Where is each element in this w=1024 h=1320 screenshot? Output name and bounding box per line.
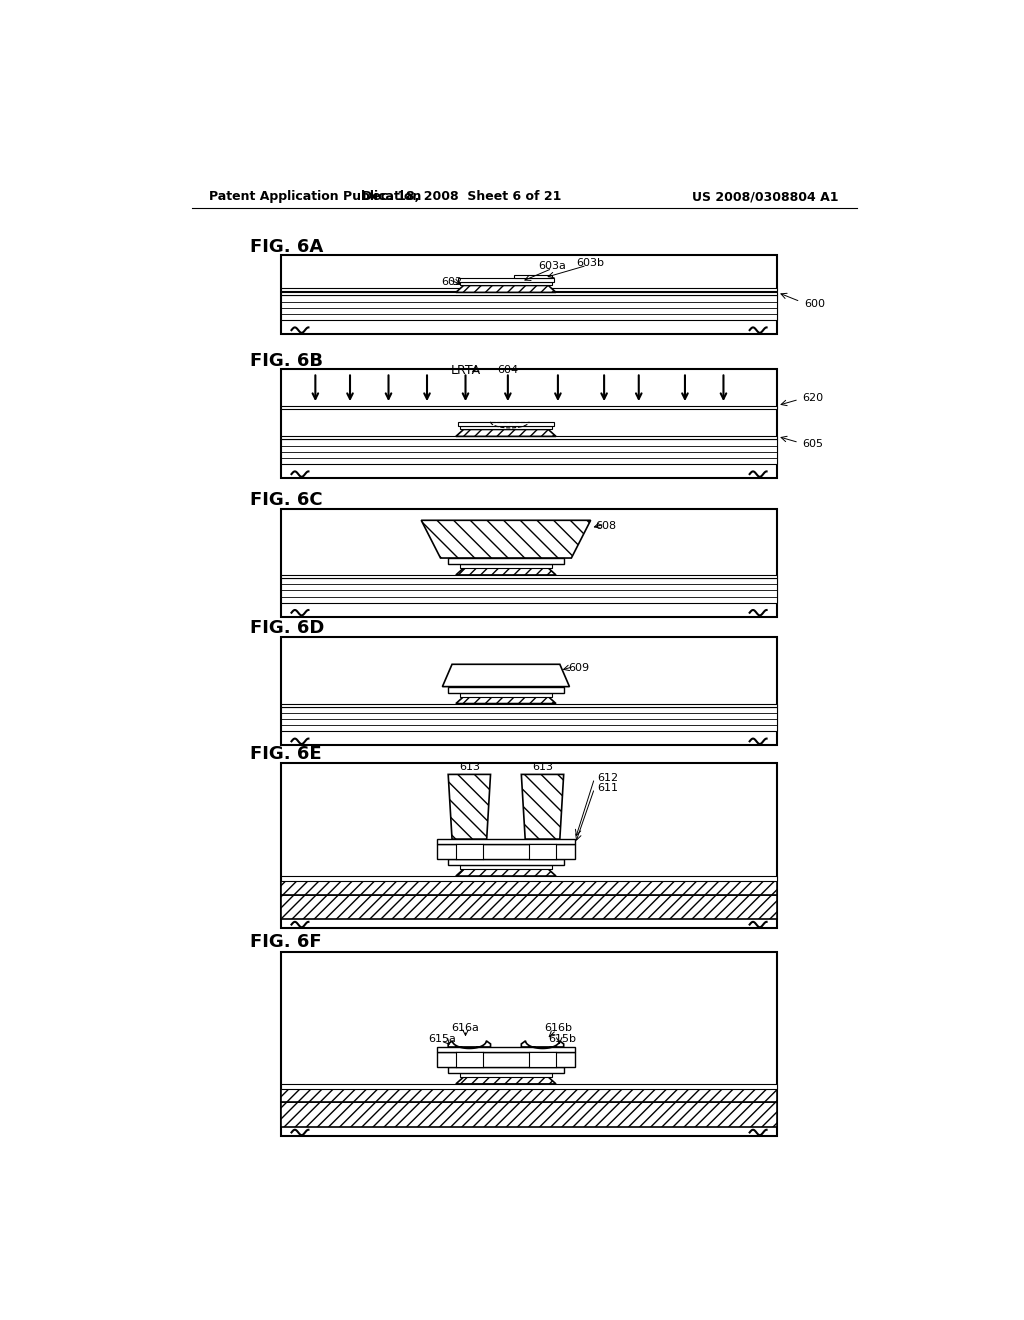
Text: 616b: 616b: [544, 1023, 572, 1032]
Text: FIG. 6A: FIG. 6A: [250, 238, 324, 256]
Polygon shape: [456, 568, 556, 576]
Text: Dec. 18, 2008  Sheet 6 of 21: Dec. 18, 2008 Sheet 6 of 21: [361, 190, 561, 203]
Bar: [281, 296, 777, 321]
Bar: [514, 275, 552, 277]
Bar: [281, 576, 777, 578]
Bar: [281, 508, 777, 616]
Bar: [529, 843, 556, 859]
Text: Patent Application Publication: Patent Application Publication: [209, 190, 422, 203]
Bar: [460, 866, 552, 869]
Text: 615b: 615b: [548, 1035, 575, 1044]
Text: FIG. 6D: FIG. 6D: [250, 619, 325, 638]
Polygon shape: [456, 1077, 556, 1084]
Bar: [456, 843, 483, 859]
Bar: [281, 706, 777, 731]
Polygon shape: [521, 1040, 563, 1048]
Text: 616a: 616a: [452, 1023, 479, 1032]
Bar: [281, 1089, 777, 1102]
Bar: [281, 293, 777, 296]
Bar: [281, 704, 777, 706]
Bar: [460, 425, 552, 429]
Polygon shape: [456, 429, 556, 437]
Text: LRTA: LRTA: [451, 363, 480, 376]
Bar: [281, 578, 777, 603]
Bar: [281, 876, 777, 880]
Bar: [436, 840, 575, 843]
Bar: [436, 1052, 575, 1067]
Text: 603a: 603a: [539, 261, 566, 271]
Bar: [449, 859, 563, 866]
Polygon shape: [421, 520, 591, 558]
Bar: [460, 693, 552, 697]
Bar: [281, 1084, 777, 1089]
Text: 600: 600: [804, 298, 824, 309]
Bar: [281, 437, 777, 440]
Bar: [449, 686, 563, 693]
Text: 612: 612: [597, 774, 618, 783]
Bar: [460, 281, 552, 285]
Text: 602: 602: [441, 277, 463, 286]
Polygon shape: [456, 285, 556, 293]
Text: 605: 605: [802, 440, 823, 449]
Text: FIG. 6E: FIG. 6E: [250, 744, 322, 763]
Text: 608: 608: [596, 521, 616, 532]
Bar: [436, 1047, 575, 1052]
Text: 611: 611: [597, 783, 618, 793]
Bar: [436, 843, 575, 859]
Text: FIG. 6B: FIG. 6B: [250, 352, 323, 370]
Text: FIG. 6C: FIG. 6C: [250, 491, 323, 508]
Bar: [281, 255, 777, 334]
Bar: [281, 368, 777, 478]
Polygon shape: [456, 697, 556, 704]
Bar: [281, 880, 777, 895]
Bar: [281, 895, 777, 919]
Polygon shape: [449, 775, 490, 840]
Bar: [281, 288, 777, 290]
Polygon shape: [442, 664, 569, 686]
Bar: [460, 1073, 552, 1077]
Bar: [460, 564, 552, 568]
Text: 604: 604: [498, 366, 518, 375]
Bar: [281, 440, 777, 465]
Text: 615a: 615a: [428, 1035, 457, 1044]
Bar: [456, 1052, 483, 1067]
Text: US 2008/0308804 A1: US 2008/0308804 A1: [692, 190, 839, 203]
Bar: [281, 763, 777, 928]
Text: 603b: 603b: [577, 259, 604, 268]
Bar: [449, 558, 563, 564]
Text: FIG. 6F: FIG. 6F: [250, 933, 322, 952]
Bar: [281, 638, 777, 744]
Text: 613: 613: [532, 762, 553, 772]
Bar: [529, 1052, 556, 1067]
Polygon shape: [456, 869, 556, 876]
Bar: [458, 422, 554, 425]
Text: 609: 609: [568, 663, 590, 673]
Bar: [449, 1067, 563, 1073]
Bar: [281, 952, 777, 1137]
Text: 620: 620: [802, 393, 823, 403]
Bar: [281, 1102, 777, 1127]
Bar: [458, 277, 554, 281]
Polygon shape: [449, 1040, 490, 1048]
Text: 613: 613: [459, 762, 480, 772]
Polygon shape: [521, 775, 563, 840]
Bar: [281, 405, 777, 409]
